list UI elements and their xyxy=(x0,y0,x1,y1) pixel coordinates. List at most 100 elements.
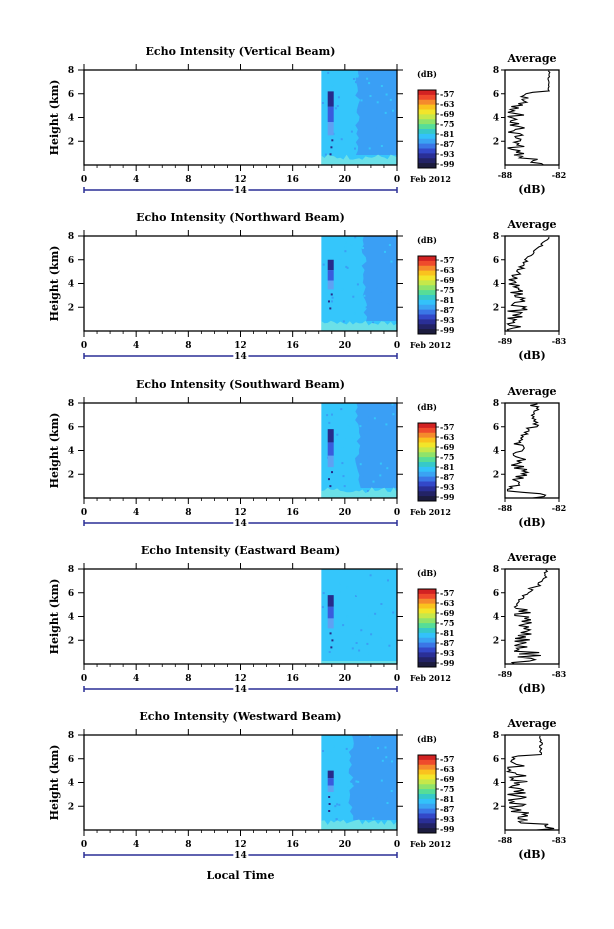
heatmap-speckle xyxy=(351,647,354,650)
echo-panel: Echo Intensity (Westward Beam) 2 4 6 8 Height… xyxy=(48,710,567,863)
heatmap-speckle xyxy=(363,432,366,435)
heatmap-speckle xyxy=(387,303,390,306)
heatmap-speckle xyxy=(354,589,357,592)
colorbar-swatch xyxy=(418,158,436,164)
heatmap-speckle xyxy=(322,750,324,752)
colorbar-frame xyxy=(417,588,437,668)
average-y-tick-label: 2 xyxy=(493,303,499,313)
average-y-tick-label: 8 xyxy=(493,232,499,242)
colorbar-swatch xyxy=(418,324,436,330)
x-axis-label: Local Time xyxy=(207,869,275,882)
storm-echo-dot xyxy=(329,632,332,635)
heatmap-speckle xyxy=(382,782,385,784)
colorbar-swatch xyxy=(418,779,436,785)
average-frame xyxy=(504,402,560,499)
date-marker: 14 xyxy=(234,685,247,695)
heatmap-surface-band xyxy=(321,154,397,165)
colorbar-label: -69 xyxy=(440,774,455,784)
x-tick-label: 0 xyxy=(81,508,87,518)
panel-title: Echo Intensity (Southward Beam) xyxy=(136,378,345,391)
heatmap-speckle xyxy=(339,630,342,633)
colorbar-label: -87 xyxy=(440,638,454,648)
average-y-tick-label: 2 xyxy=(493,636,499,646)
average-title: Average xyxy=(506,551,556,564)
colorbar-label: -87 xyxy=(440,472,454,482)
heatmap-speckle xyxy=(326,417,329,420)
y-tick-label: 4 xyxy=(68,779,74,789)
heatmap-speckle xyxy=(379,290,382,293)
x-tick-label: 20 xyxy=(339,674,352,684)
average-y-tick-label: 2 xyxy=(493,802,499,812)
heatmap-speckle xyxy=(344,246,347,248)
colorbar-label: -57 xyxy=(440,422,454,432)
heatmap-speckle xyxy=(372,480,375,483)
heatmap-speckle xyxy=(321,606,324,609)
heatmap-speckle xyxy=(338,136,341,139)
colorbar-swatch xyxy=(418,608,436,614)
x-tick-label: 16 xyxy=(286,840,299,850)
colorbar-unit: (dB) xyxy=(417,402,437,412)
heatmap-speckle xyxy=(343,485,346,488)
average-x-tick-label: -88 xyxy=(498,503,513,513)
heatmap-speckle xyxy=(322,592,325,595)
colorbar-label: -63 xyxy=(440,265,455,275)
average-title: Average xyxy=(506,218,556,231)
colorbar-swatch xyxy=(418,642,436,648)
heatmap-surface-band xyxy=(321,320,397,331)
average-x-tick-label: -88 xyxy=(498,835,513,845)
colorbar-unit: (dB) xyxy=(417,235,437,245)
colorbar-swatch xyxy=(418,823,436,829)
heatmap-speckle xyxy=(366,77,369,80)
x-tick-label: 0 xyxy=(81,840,87,850)
colorbar-swatch xyxy=(418,808,436,814)
heatmap-speckle xyxy=(367,652,370,655)
heatmap-speckle xyxy=(375,577,378,580)
heatmap-speckle xyxy=(339,624,342,627)
heatmap-speckle xyxy=(345,265,348,268)
colorbar-swatch xyxy=(418,94,436,101)
colorbar-swatch xyxy=(418,755,436,761)
colorbar-swatch xyxy=(418,309,436,315)
colorbar-swatch xyxy=(418,789,436,795)
heatmap-speckle xyxy=(326,759,329,762)
colorbar-swatch xyxy=(418,124,436,130)
colorbar-swatch xyxy=(418,319,436,325)
colorbar-swatch xyxy=(418,109,436,115)
heatmap-speckle xyxy=(369,429,372,432)
heatmap-speckle xyxy=(380,779,383,782)
storm-echo-mid xyxy=(327,606,334,619)
colorbar-label: -81 xyxy=(440,462,454,472)
y-tick-label: 2 xyxy=(68,137,74,147)
colorbar-swatch xyxy=(418,437,436,443)
colorbar-swatch xyxy=(418,813,436,819)
heatmap-speckle xyxy=(372,817,375,820)
colorbar-swatch xyxy=(418,759,436,766)
x-tick-label: 0 xyxy=(394,674,400,684)
heatmap-speckle xyxy=(347,786,350,789)
storm-echo-dot xyxy=(331,139,334,142)
x-tick-label: 4 xyxy=(133,341,139,351)
colorbar-label: -57 xyxy=(440,588,454,598)
heatmap-speckle xyxy=(366,642,369,645)
average-frame xyxy=(504,69,560,166)
heatmap-speckle xyxy=(336,105,339,107)
colorbar-swatch xyxy=(418,466,436,473)
heatmap-speckle xyxy=(391,760,393,763)
heatmap-speckle xyxy=(357,656,360,659)
heatmap-speckle xyxy=(334,805,337,808)
colorbar-label: -93 xyxy=(440,814,455,824)
echo-panel: Echo Intensity (Southward Beam) 2 4 6 8 Heigh… xyxy=(48,378,566,531)
heatmap-speckle xyxy=(341,288,344,291)
heatmap-speckle xyxy=(333,416,336,419)
colorbar-swatch xyxy=(418,138,436,145)
heatmap-speckle xyxy=(331,635,334,638)
storm-echo-mid xyxy=(327,442,334,456)
heatmap-speckle xyxy=(336,803,339,806)
colorbar-unit: (dB) xyxy=(417,734,437,744)
heatmap-speckle xyxy=(389,438,392,441)
colorbar-swatch xyxy=(418,818,436,824)
heatmap-speckle xyxy=(384,111,387,114)
date-marker: 14 xyxy=(234,519,247,529)
heatmap-speckle xyxy=(390,757,393,760)
heatmap-surface-band xyxy=(321,487,397,498)
